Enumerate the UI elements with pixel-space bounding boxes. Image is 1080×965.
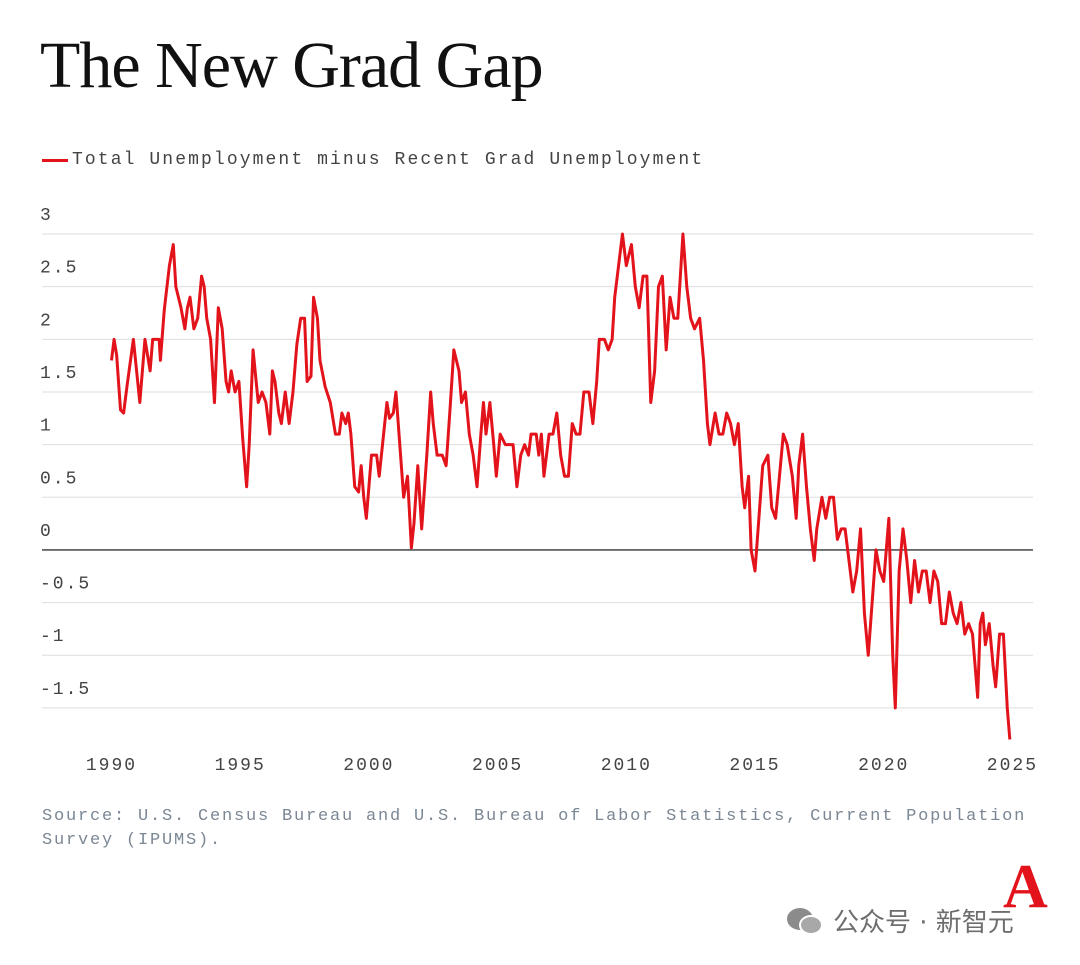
watermark-text: 公众号 · 新智元: [833, 908, 1014, 938]
x-tick-label: 2010: [601, 756, 652, 776]
logo: A: [1003, 853, 1048, 921]
data-line: [110, 232, 1012, 740]
x-tick-label: 2005: [472, 756, 523, 776]
chart-title: The New Grad Gap: [40, 29, 544, 102]
wechat-icon: [787, 907, 823, 935]
x-tick-label: 1995: [215, 756, 266, 776]
y-tick-label: 1: [40, 417, 53, 437]
legend: Total Unemployment minus Recent Grad Une…: [42, 150, 704, 170]
legend-label: Total Unemployment minus Recent Grad Une…: [72, 150, 705, 170]
y-tick-label: -1.5: [40, 680, 91, 700]
x-tick-label: 2015: [729, 756, 780, 776]
y-tick-label: -1: [40, 627, 66, 647]
x-tick-label: 2020: [858, 756, 909, 776]
y-tick-label: 0: [40, 522, 53, 542]
x-tick-label: 2025: [987, 756, 1038, 776]
watermark: 公众号 · 新智元: [785, 902, 1014, 939]
y-tick-label: 2.5: [40, 259, 78, 279]
x-tick-label: 2000: [343, 756, 394, 776]
y-tick-label: -0.5: [40, 575, 91, 595]
y-tick-label: 2: [40, 311, 53, 331]
x-tick-label: 1990: [86, 756, 137, 776]
y-tick-label: 0.5: [40, 469, 78, 489]
y-tick-label: 1.5: [40, 364, 78, 384]
y-tick-label: 3: [40, 206, 53, 226]
legend-swatch: [42, 158, 68, 162]
source-note: Source: U.S. Census Bureau and U.S. Bure…: [42, 807, 1027, 850]
